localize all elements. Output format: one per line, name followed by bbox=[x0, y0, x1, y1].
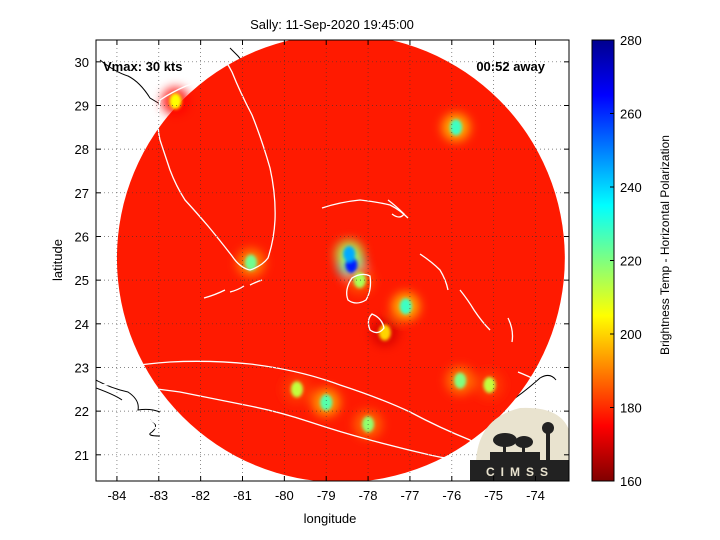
cuba-coast bbox=[96, 360, 479, 461]
plot-frame bbox=[95, 39, 570, 482]
grand-bahama bbox=[321, 199, 409, 219]
feature-core bbox=[290, 381, 303, 398]
long-island bbox=[507, 317, 514, 343]
y-axis-ticks: 21 22 23 24 25 26 27 28 29 30 bbox=[75, 55, 569, 463]
x-tick-label: -79 bbox=[317, 488, 336, 503]
colorbar-tick-label: 240 bbox=[620, 180, 642, 195]
brightness-swath bbox=[116, 40, 565, 481]
feature-core bbox=[454, 372, 467, 389]
eleuthera bbox=[419, 253, 449, 291]
x-tick-label: -75 bbox=[484, 488, 503, 503]
plot-area: CIMSS bbox=[96, 40, 569, 481]
feature-core bbox=[449, 119, 462, 136]
x-axis-ticks: -84 -83 -82 -81 -80 -79 -78 -77 -76 -75 -74 bbox=[108, 40, 545, 503]
x-tick-label: -76 bbox=[442, 488, 461, 503]
abaco bbox=[387, 199, 405, 218]
chart-title: Sally: 11-Sep-2020 19:45:00 bbox=[250, 17, 414, 32]
isla-juventud bbox=[139, 418, 159, 431]
feature-core bbox=[320, 394, 333, 411]
vmax-label: Vmax: 30 kts bbox=[103, 59, 183, 74]
y-tick-label: 23 bbox=[75, 360, 89, 375]
y-tick-label: 28 bbox=[75, 142, 89, 157]
logo-band bbox=[470, 460, 569, 481]
turks-caicos bbox=[517, 371, 537, 381]
bimini-island bbox=[367, 313, 385, 334]
x-tick-label: -74 bbox=[526, 488, 545, 503]
x-tick-label: -82 bbox=[191, 488, 210, 503]
feature-core bbox=[343, 245, 356, 262]
colorbar-tick-label: 160 bbox=[620, 474, 642, 489]
feature-core bbox=[483, 376, 496, 393]
exuma-chain bbox=[459, 289, 491, 331]
time-away-label: 00:52 away bbox=[476, 59, 545, 74]
grid-lines bbox=[96, 40, 569, 481]
colorbar-tick-label: 260 bbox=[620, 107, 642, 122]
y-tick-label: 29 bbox=[75, 98, 89, 113]
y-tick-label: 24 bbox=[75, 317, 89, 332]
y-tick-label: 26 bbox=[75, 229, 89, 244]
colorbar-tick-label: 280 bbox=[620, 33, 642, 48]
andros bbox=[346, 273, 372, 304]
florida-coast bbox=[157, 51, 276, 271]
colorbar-tick-label: 220 bbox=[620, 254, 642, 269]
colorbar-tick-label: 180 bbox=[620, 401, 642, 416]
feature-core bbox=[399, 298, 412, 315]
colorbar-ticks: 160 180 200 220 240 260 280 bbox=[610, 33, 642, 489]
y-tick-label: 21 bbox=[75, 448, 89, 463]
y-tick-label: 30 bbox=[75, 55, 89, 70]
y-axis-label: latitude bbox=[50, 239, 65, 281]
x-tick-label: -78 bbox=[359, 488, 378, 503]
feature-core bbox=[169, 93, 182, 110]
logo-antenna-icon bbox=[490, 422, 554, 460]
x-tick-label: -81 bbox=[233, 488, 252, 503]
x-tick-label: -80 bbox=[275, 488, 294, 503]
x-tick-label: -83 bbox=[149, 488, 168, 503]
feature-core bbox=[244, 254, 257, 271]
logo-text: CIMSS bbox=[486, 465, 554, 479]
logo-dome bbox=[476, 407, 569, 462]
colorbar-label: Brightness Temp - Horizontal Polarizatio… bbox=[658, 135, 672, 355]
feature-core bbox=[378, 324, 391, 341]
x-axis-label: longitude bbox=[304, 511, 357, 526]
colorbar-tick-label: 200 bbox=[620, 327, 642, 342]
x-tick-label: -77 bbox=[401, 488, 420, 503]
x-tick-label: -84 bbox=[108, 488, 127, 503]
coastlines bbox=[96, 51, 537, 461]
y-tick-label: 25 bbox=[75, 273, 89, 288]
cimss-logo: CIMSS bbox=[470, 407, 569, 481]
y-tick-label: 27 bbox=[75, 186, 89, 201]
y-tick-label: 22 bbox=[75, 404, 89, 419]
